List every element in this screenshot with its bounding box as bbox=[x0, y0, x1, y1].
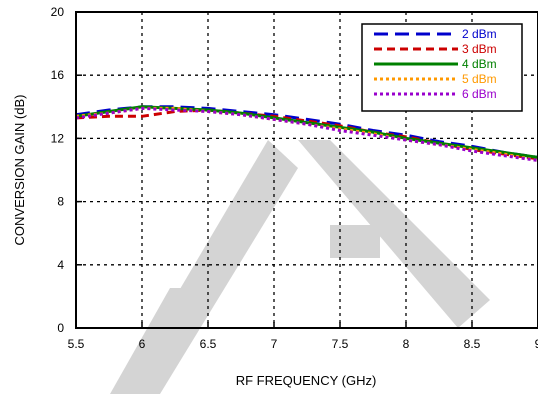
series-line-1 bbox=[75, 105, 538, 159]
x-tick-label: 9 bbox=[535, 337, 538, 351]
y-axis-ticks: 0 4 8 12 16 20 bbox=[51, 5, 82, 335]
x-tick-label: 8.5 bbox=[464, 337, 481, 351]
y-tick-label: 16 bbox=[51, 68, 65, 82]
legend-label: 2 dBm bbox=[462, 27, 497, 41]
watermark-graphic bbox=[110, 140, 490, 394]
x-tick-label: 6.5 bbox=[200, 337, 217, 351]
x-tick-label: 8 bbox=[403, 337, 410, 351]
legend-label: 4 dBm bbox=[462, 57, 497, 71]
plot-frame bbox=[75, 11, 538, 329]
y-tick-label: 12 bbox=[51, 131, 65, 145]
x-axis-ticks: 5.5 6 6.5 7 7.5 8 8.5 9 bbox=[68, 322, 538, 351]
x-tick-label: 7 bbox=[271, 337, 278, 351]
legend-box bbox=[361, 23, 523, 112]
y-tick-label: 0 bbox=[57, 321, 64, 335]
y-tick-label: 8 bbox=[57, 195, 64, 209]
series-layer bbox=[75, 105, 538, 162]
x-tick-label: 5.5 bbox=[68, 337, 85, 351]
y-axis-label: CONVERSION GAIN (dB) bbox=[12, 95, 27, 246]
legend-label: 3 dBm bbox=[462, 42, 497, 56]
y-tick-label: 4 bbox=[57, 258, 64, 272]
legend-label: 6 dBm bbox=[462, 87, 497, 101]
x-tick-label: 7.5 bbox=[332, 337, 349, 351]
legend-label: 5 dBm bbox=[462, 72, 497, 86]
y-tick-label: 20 bbox=[51, 5, 65, 19]
x-tick-label: 6 bbox=[139, 337, 146, 351]
series-line-3 bbox=[75, 105, 538, 159]
x-axis-label: RF FREQUENCY (GHz) bbox=[236, 373, 377, 388]
